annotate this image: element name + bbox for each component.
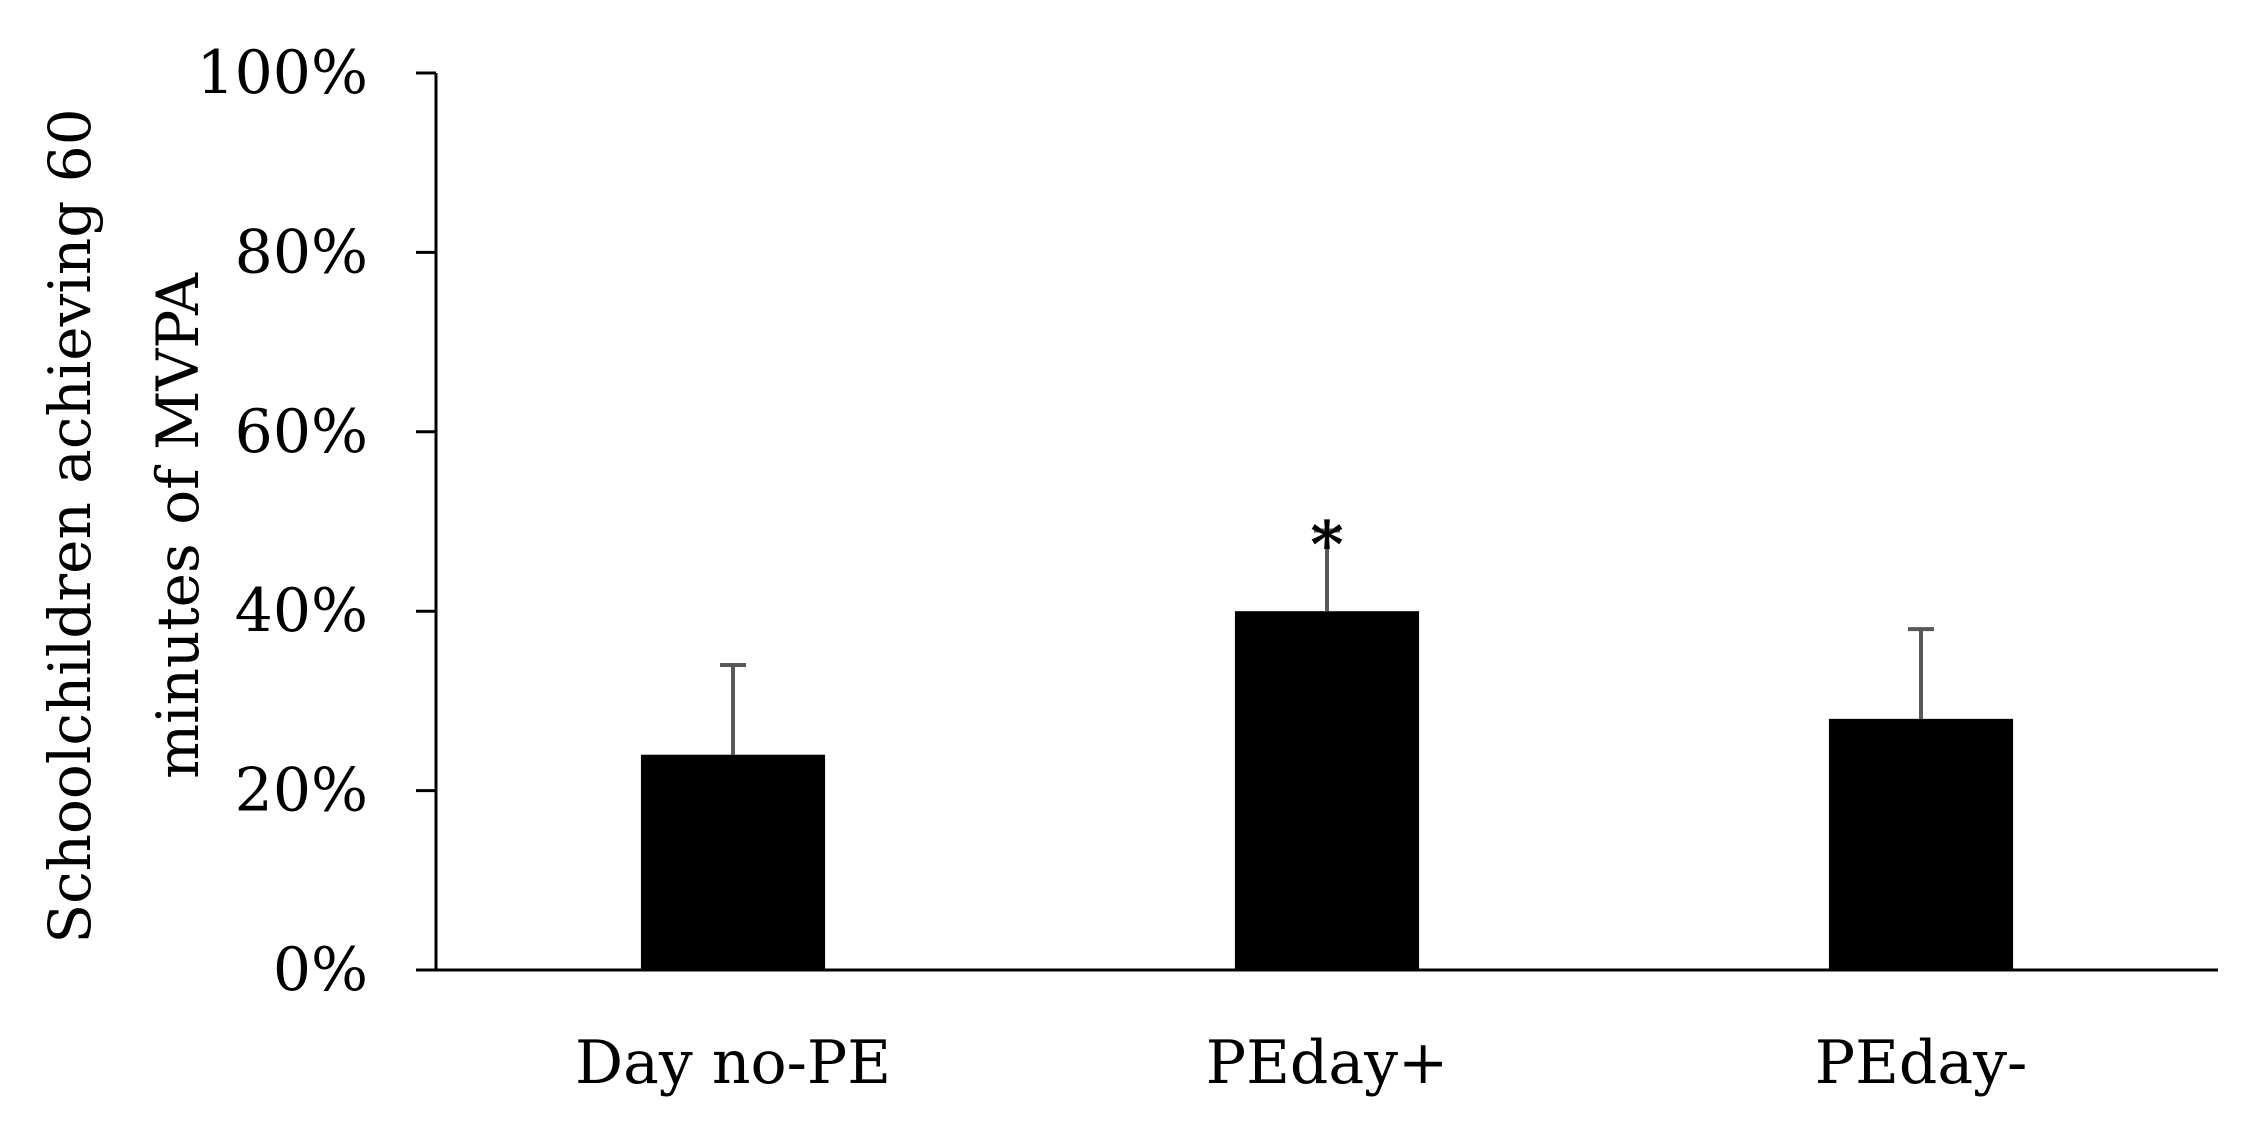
y-axis-title: Schoolchildren achieving 60 minutes of M…: [36, 108, 212, 943]
bar: [1828, 718, 2014, 970]
error-bars-group: [720, 528, 1934, 755]
x-category-label: Day no-PE: [575, 1028, 891, 1098]
x-category-label: PEday-: [1815, 1028, 2028, 1098]
bar: [1234, 611, 1420, 970]
x-axis-category-labels: Day no-PE PEday+ PEday-: [575, 1028, 2027, 1098]
y-axis-title-line-1: Schoolchildren achieving 60: [36, 108, 104, 943]
y-tick-label: 40%: [235, 576, 368, 646]
bar: [640, 754, 826, 970]
y-tick-label: 80%: [235, 217, 368, 287]
annotations-group: *: [1310, 507, 1343, 582]
bars-group: [640, 611, 2014, 970]
x-category-label: PEday+: [1206, 1028, 1449, 1098]
y-axis-ticks: 0% 20% 40% 60% 80% 100%: [196, 38, 436, 1005]
y-axis-title-line-2: minutes of MVPA: [144, 272, 212, 779]
y-tick-label: 100%: [196, 38, 368, 108]
y-tick-label: 0%: [273, 935, 368, 1005]
y-tick-label: 60%: [235, 397, 368, 467]
y-tick-label: 20%: [235, 756, 368, 826]
significance-marker: *: [1310, 507, 1343, 582]
